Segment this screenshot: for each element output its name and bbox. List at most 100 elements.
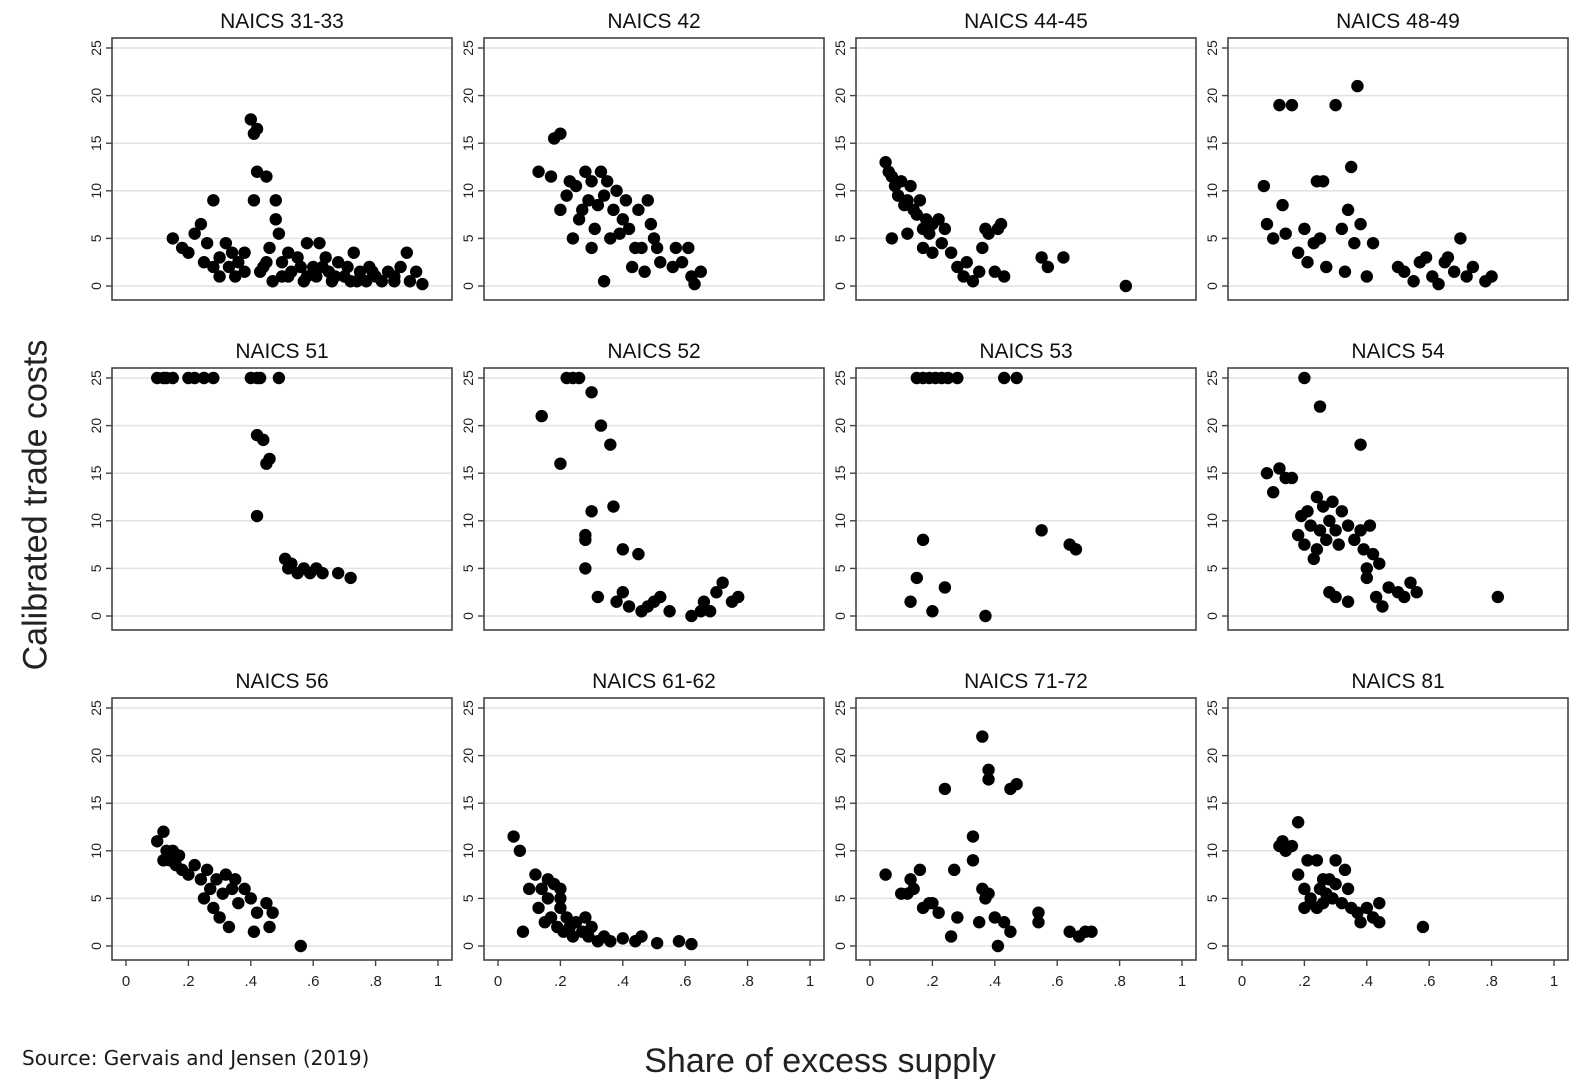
x-tick-label: 0 xyxy=(494,973,502,990)
y-tick-label: 25 xyxy=(460,700,476,716)
scatter-point xyxy=(1376,600,1389,613)
y-tick-label: 10 xyxy=(1204,183,1220,199)
scatter-point xyxy=(1348,236,1361,250)
scatter-point xyxy=(951,911,964,924)
panel-naics-42: NAICS 42 0 5 10 15 20 25 xyxy=(460,10,825,301)
scatter-point xyxy=(263,920,276,934)
y-tick-label: 0 xyxy=(832,942,848,950)
y-tick-label: 0 xyxy=(88,942,104,950)
y-tick-label: 0 xyxy=(460,612,476,620)
scatter-point xyxy=(1298,538,1311,551)
scatter-point xyxy=(207,371,220,385)
y-tick-label: 15 xyxy=(460,135,476,151)
scatter-point xyxy=(229,873,242,886)
y-tick-label: 20 xyxy=(1204,748,1220,764)
scatter-point xyxy=(200,236,214,250)
panel-title: NAICS 54 xyxy=(1351,340,1445,363)
plot-frame xyxy=(483,367,825,631)
y-tick-label: 20 xyxy=(1204,88,1220,104)
plot-frame xyxy=(111,367,453,631)
scatter-point xyxy=(316,566,329,580)
panel-naics-54: NAICS 54 0 5 10 15 20 25 xyxy=(1204,340,1569,631)
scatter-point xyxy=(269,213,282,226)
scatter-point xyxy=(353,265,367,278)
scatter-point xyxy=(1010,777,1023,791)
y-tick-label: 15 xyxy=(1204,465,1220,481)
scatter-point xyxy=(1326,495,1339,508)
scatter-point xyxy=(935,236,948,250)
scatter-point xyxy=(238,246,251,259)
plot-frame xyxy=(1227,367,1569,631)
scatter-point xyxy=(1329,854,1342,867)
scatter-point xyxy=(222,260,236,274)
x-tick-label: 0 xyxy=(122,973,130,990)
scatter-point xyxy=(554,892,567,905)
scatter-point xyxy=(1360,562,1374,575)
panel-naics-71-72: NAICS 71-72 0 5 10 15 20 25 0 .2 .4 .6 .8 1 xyxy=(832,670,1197,990)
scatter-point xyxy=(694,605,707,618)
scatter-point xyxy=(716,576,729,589)
scatter-point xyxy=(1304,519,1317,532)
scatter-point xyxy=(948,863,961,877)
scatter-point xyxy=(688,277,701,291)
scatter-point xyxy=(1298,882,1311,896)
y-tick-label: 5 xyxy=(832,894,848,902)
scatter-point xyxy=(388,270,401,283)
scatter-point xyxy=(982,227,995,240)
scatter-point xyxy=(1320,260,1333,274)
scatter-point xyxy=(685,937,698,951)
scatter-point xyxy=(313,236,326,250)
x-tick-label: 0 xyxy=(866,973,874,990)
scatter-point xyxy=(1323,514,1336,527)
scatter-point xyxy=(951,260,964,274)
scatter-point xyxy=(554,882,567,896)
scatter-point xyxy=(1085,925,1098,938)
scatter-point xyxy=(610,595,623,608)
scatter-point xyxy=(619,194,633,207)
scatter-point xyxy=(535,409,548,423)
scatter-point xyxy=(560,189,573,202)
scatter-point xyxy=(973,916,986,929)
scatter-point xyxy=(932,906,945,919)
scatter-point xyxy=(1329,877,1342,891)
scatter-point xyxy=(1310,490,1324,504)
scatter-point xyxy=(541,892,555,905)
x-tick-label: .4 xyxy=(245,973,258,990)
scatter-point xyxy=(341,260,354,274)
scatter-point xyxy=(350,275,364,288)
x-tick-label: .6 xyxy=(679,973,692,990)
plot-frame xyxy=(855,37,1197,301)
scatter-point xyxy=(1032,916,1045,929)
scatter-point xyxy=(957,270,970,283)
scatter-point xyxy=(294,260,307,274)
scatter-point xyxy=(1041,260,1055,274)
x-tick-label: .8 xyxy=(741,973,754,990)
y-tick-label: 0 xyxy=(460,282,476,290)
scatter-point xyxy=(219,236,233,250)
scatter-point xyxy=(1285,98,1299,112)
scatter-point xyxy=(331,566,345,580)
y-tick-label: 10 xyxy=(460,183,476,199)
x-tick-label: .4 xyxy=(617,973,630,990)
panel-title: NAICS 71-72 xyxy=(964,670,1088,693)
scatter-point xyxy=(597,189,611,202)
scatter-point xyxy=(282,246,295,259)
scatter-point xyxy=(650,241,664,255)
x-tick-label: 1 xyxy=(806,973,814,990)
scatter-point xyxy=(257,433,270,447)
panel-naics-81: NAICS 81 0 5 10 15 20 25 0 .2 .4 .6 .8 1 xyxy=(1204,670,1569,990)
y-tick-label: 10 xyxy=(88,183,104,199)
scatter-point xyxy=(1369,590,1383,604)
scatter-point xyxy=(616,543,629,556)
plot-frame xyxy=(483,697,825,961)
y-tick-label: 15 xyxy=(88,795,104,811)
scatter-point xyxy=(244,113,257,126)
y-tick-label: 10 xyxy=(832,183,848,199)
scatter-point xyxy=(219,868,233,881)
scatter-point xyxy=(663,605,676,618)
scatter-point xyxy=(172,849,186,862)
scatter-point xyxy=(197,256,211,269)
x-tick-label: .6 xyxy=(307,973,320,990)
scatter-point xyxy=(1298,222,1311,236)
